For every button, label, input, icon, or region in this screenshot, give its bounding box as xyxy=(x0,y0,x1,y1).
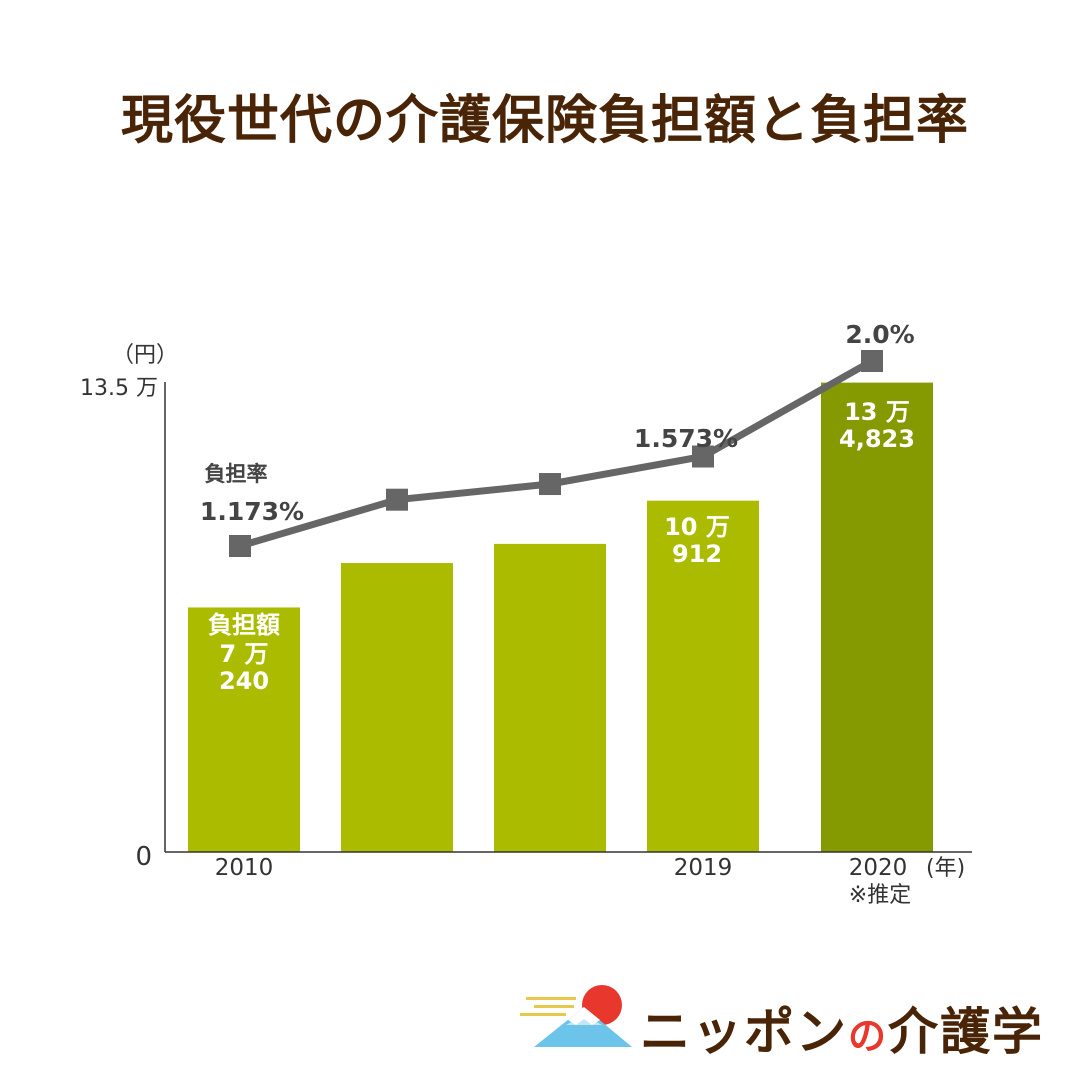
bar-4 xyxy=(647,500,759,852)
bar-label-1-3: 240 xyxy=(219,667,269,695)
bar-label-1-1: 負担額 xyxy=(208,611,280,639)
logo-text-part1: ニッポン xyxy=(640,1003,848,1061)
x-note: ※推定 xyxy=(849,883,911,908)
mount-fuji-logo-icon xyxy=(520,985,632,1047)
rate-label-4: 1.573% xyxy=(634,424,738,453)
rate-marker-1 xyxy=(229,535,251,557)
rate-marker-5 xyxy=(861,350,883,372)
bar-label-4-2: 912 xyxy=(672,540,722,568)
y-tick-top: 13.5 万 xyxy=(80,376,158,401)
logo-text: ニッポンの介護学 xyxy=(640,992,1044,1064)
rate-label-5: 2.0% xyxy=(845,320,914,349)
rate-marker-2 xyxy=(386,488,408,511)
y-axis-unit: （円） xyxy=(112,343,178,368)
bar-label-4-1: 10 万 xyxy=(664,513,730,541)
page-title: 現役世代の介護保険負担額と負担率 xyxy=(120,91,969,151)
logo-text-part2: の xyxy=(848,1014,889,1058)
x-tick-label-4: 2019 xyxy=(674,855,733,881)
logo-text-part3: 介護学 xyxy=(888,1003,1045,1061)
bar-2 xyxy=(341,563,453,852)
y-tick-zero: 0 xyxy=(135,842,152,872)
x-axis-unit: (年) xyxy=(926,856,965,881)
rate-label-1: 1.173% xyxy=(200,497,304,526)
rate-marker-4 xyxy=(692,445,714,468)
bar-1 xyxy=(188,607,300,852)
bar-label-5-2: 4,823 xyxy=(839,425,915,453)
rate-series-name: 負担率 xyxy=(205,462,268,486)
rate-line xyxy=(239,357,874,550)
rate-marker-3 xyxy=(539,473,561,496)
bar-3 xyxy=(494,543,606,852)
bar-label-5-1: 13 万 xyxy=(844,398,910,426)
x-tick-label-5: 2020 xyxy=(849,855,908,881)
bar-label-1-2: 7 万 xyxy=(219,640,268,668)
x-tick-label-1: 2010 xyxy=(215,855,274,881)
bar-5 xyxy=(821,382,933,852)
